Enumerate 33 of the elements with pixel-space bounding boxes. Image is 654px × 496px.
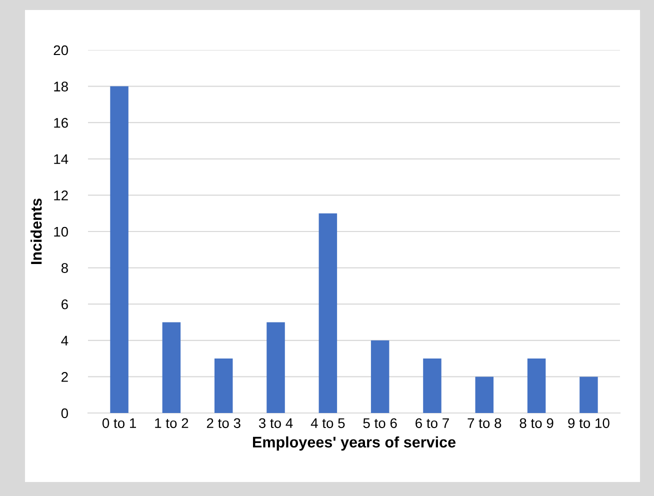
bar <box>527 358 546 413</box>
x-tick-label: 0 to 1 <box>102 418 136 428</box>
x-tick-label: 5 to 6 <box>363 418 397 428</box>
x-tick-label: 2 to 3 <box>206 418 240 428</box>
bar <box>580 376 598 413</box>
bar <box>110 86 128 413</box>
x-tick-label: 9 to 10 <box>568 418 610 428</box>
bar <box>162 322 181 413</box>
y-tick-label: 0 <box>61 408 68 418</box>
x-tick-label: 4 to 5 <box>310 418 345 428</box>
y-tick-label: 12 <box>54 190 68 200</box>
x-tick-label: 1 to 2 <box>155 418 188 428</box>
y-tick-label: 16 <box>54 118 68 128</box>
bar <box>214 358 233 413</box>
bar <box>423 358 442 413</box>
y-tick-label: 20 <box>54 45 68 56</box>
x-tick-label: 7 to 8 <box>468 418 502 428</box>
x-tick-label: 8 to 9 <box>520 418 554 428</box>
x-axis-title: Employees' years of service <box>252 436 456 451</box>
bar <box>475 376 494 413</box>
y-tick-label: 6 <box>62 299 68 310</box>
bar <box>318 213 338 413</box>
y-tick-label: 8 <box>61 263 68 273</box>
y-tick-label: 10 <box>54 226 68 237</box>
y-tick-label: 14 <box>54 154 68 164</box>
bar <box>266 322 285 413</box>
y-axis-title: Incidents <box>30 198 42 264</box>
x-tick-label: 6 to 7 <box>416 418 449 428</box>
bar <box>370 340 390 413</box>
y-tick-label: 4 <box>61 336 68 346</box>
y-tick-label: 18 <box>54 82 68 92</box>
y-tick-label: 2 <box>62 372 68 382</box>
x-tick-label: 3 to 4 <box>258 418 293 428</box>
